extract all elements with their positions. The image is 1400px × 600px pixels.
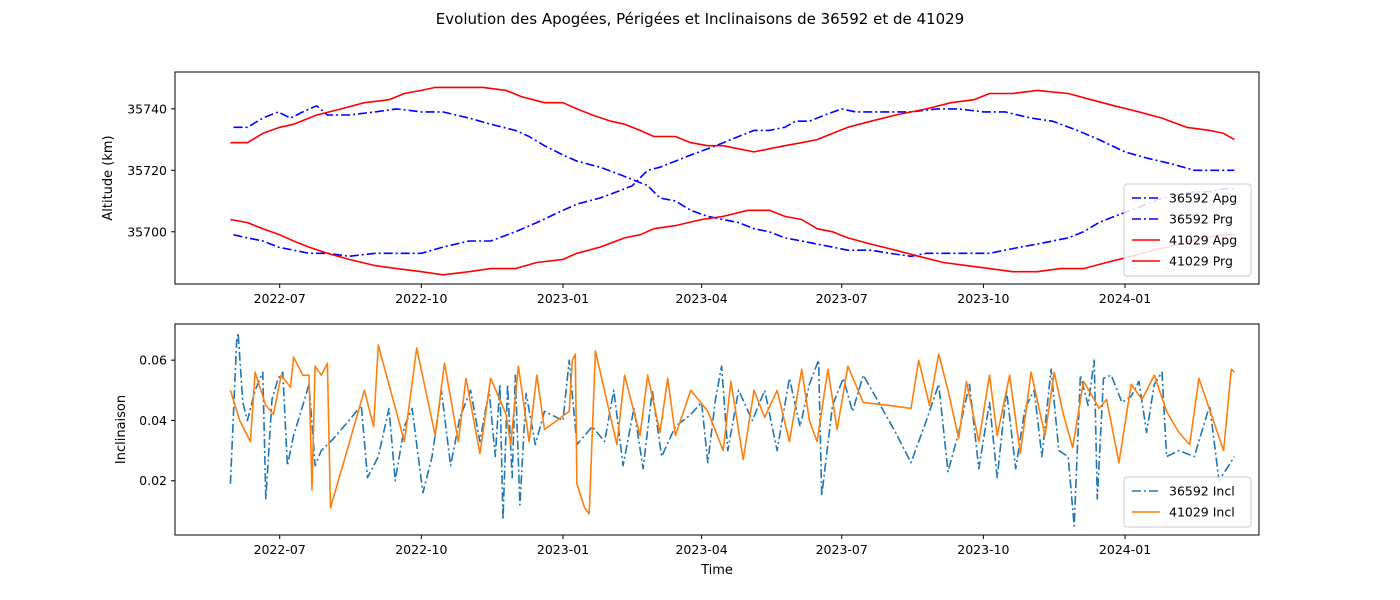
- legend-label: 36592 Incl: [1169, 484, 1235, 499]
- series-group: [230, 86, 1235, 276]
- y-tick-label: 35720: [127, 163, 167, 178]
- y-tick-label: 0.02: [139, 473, 167, 488]
- legend: 36592 Incl 41029 Incl: [1123, 476, 1252, 528]
- chart-title: Evolution des Apogées, Périgées et Incli…: [435, 10, 965, 28]
- x-tick-label: 2022-07: [254, 291, 306, 306]
- x-tick-label: 2023-04: [675, 542, 727, 557]
- y-tick-label: 35700: [127, 224, 167, 239]
- legend-label: 41029 Prg: [1169, 254, 1233, 269]
- x-tick-label: 2023-10: [957, 291, 1009, 306]
- series-line-36592-prg: [233, 108, 1235, 258]
- x-tick-label: 2024-01: [1099, 542, 1151, 557]
- series-line-36592-apg: [233, 105, 1235, 258]
- x-axis-label: Time: [700, 563, 733, 578]
- legend-label: 41029 Incl: [1169, 505, 1235, 520]
- axes-frame: [174, 71, 1260, 285]
- series-line-36592-incl: [229, 332, 1236, 527]
- y-tick-label: 0.06: [139, 353, 167, 368]
- legend-box: [1123, 183, 1252, 277]
- y-tick-label: 0.04: [139, 413, 167, 428]
- y-axis-label: Inclinaison: [114, 395, 129, 464]
- x-tick-label: 2023-07: [816, 291, 868, 306]
- x-tick-label: 2023-07: [816, 542, 868, 557]
- x-tick-label: 2023-01: [537, 542, 589, 557]
- altitude-axes: 2022-07 2022-10 2023-01 2023-04 2023-07 2023-…: [101, 71, 1260, 306]
- x-tick-label: 2022-10: [395, 542, 447, 557]
- x-tick-label: 2022-10: [395, 291, 447, 306]
- legend: 36592 Apg 36592 Prg 41029 Apg 41029 Prg: [1123, 183, 1252, 277]
- series-line-41029-incl: [229, 344, 1235, 515]
- y-tick-label: 35740: [127, 101, 167, 116]
- x-tick-label: 2023-01: [537, 291, 589, 306]
- x-tick-label: 2022-07: [254, 542, 306, 557]
- legend-box: [1123, 476, 1252, 528]
- x-tick-label: 2023-10: [957, 542, 1009, 557]
- inclination-axes: 2022-07 2022-10 2023-01 2023-04 2023-07 2023-…: [114, 323, 1260, 578]
- legend-label: 41029 Apg: [1169, 233, 1237, 248]
- series-line-41029-apg: [230, 86, 1235, 153]
- y-axis-label: Altitude (km): [101, 135, 116, 220]
- series-group: [229, 332, 1236, 527]
- x-tick-label: 2023-04: [675, 291, 727, 306]
- series-line-41029-prg: [230, 209, 1235, 276]
- legend-label: 36592 Prg: [1169, 212, 1233, 227]
- x-tick-label: 2024-01: [1099, 291, 1151, 306]
- axes-frame: [174, 323, 1260, 536]
- legend-label: 36592 Apg: [1169, 191, 1237, 206]
